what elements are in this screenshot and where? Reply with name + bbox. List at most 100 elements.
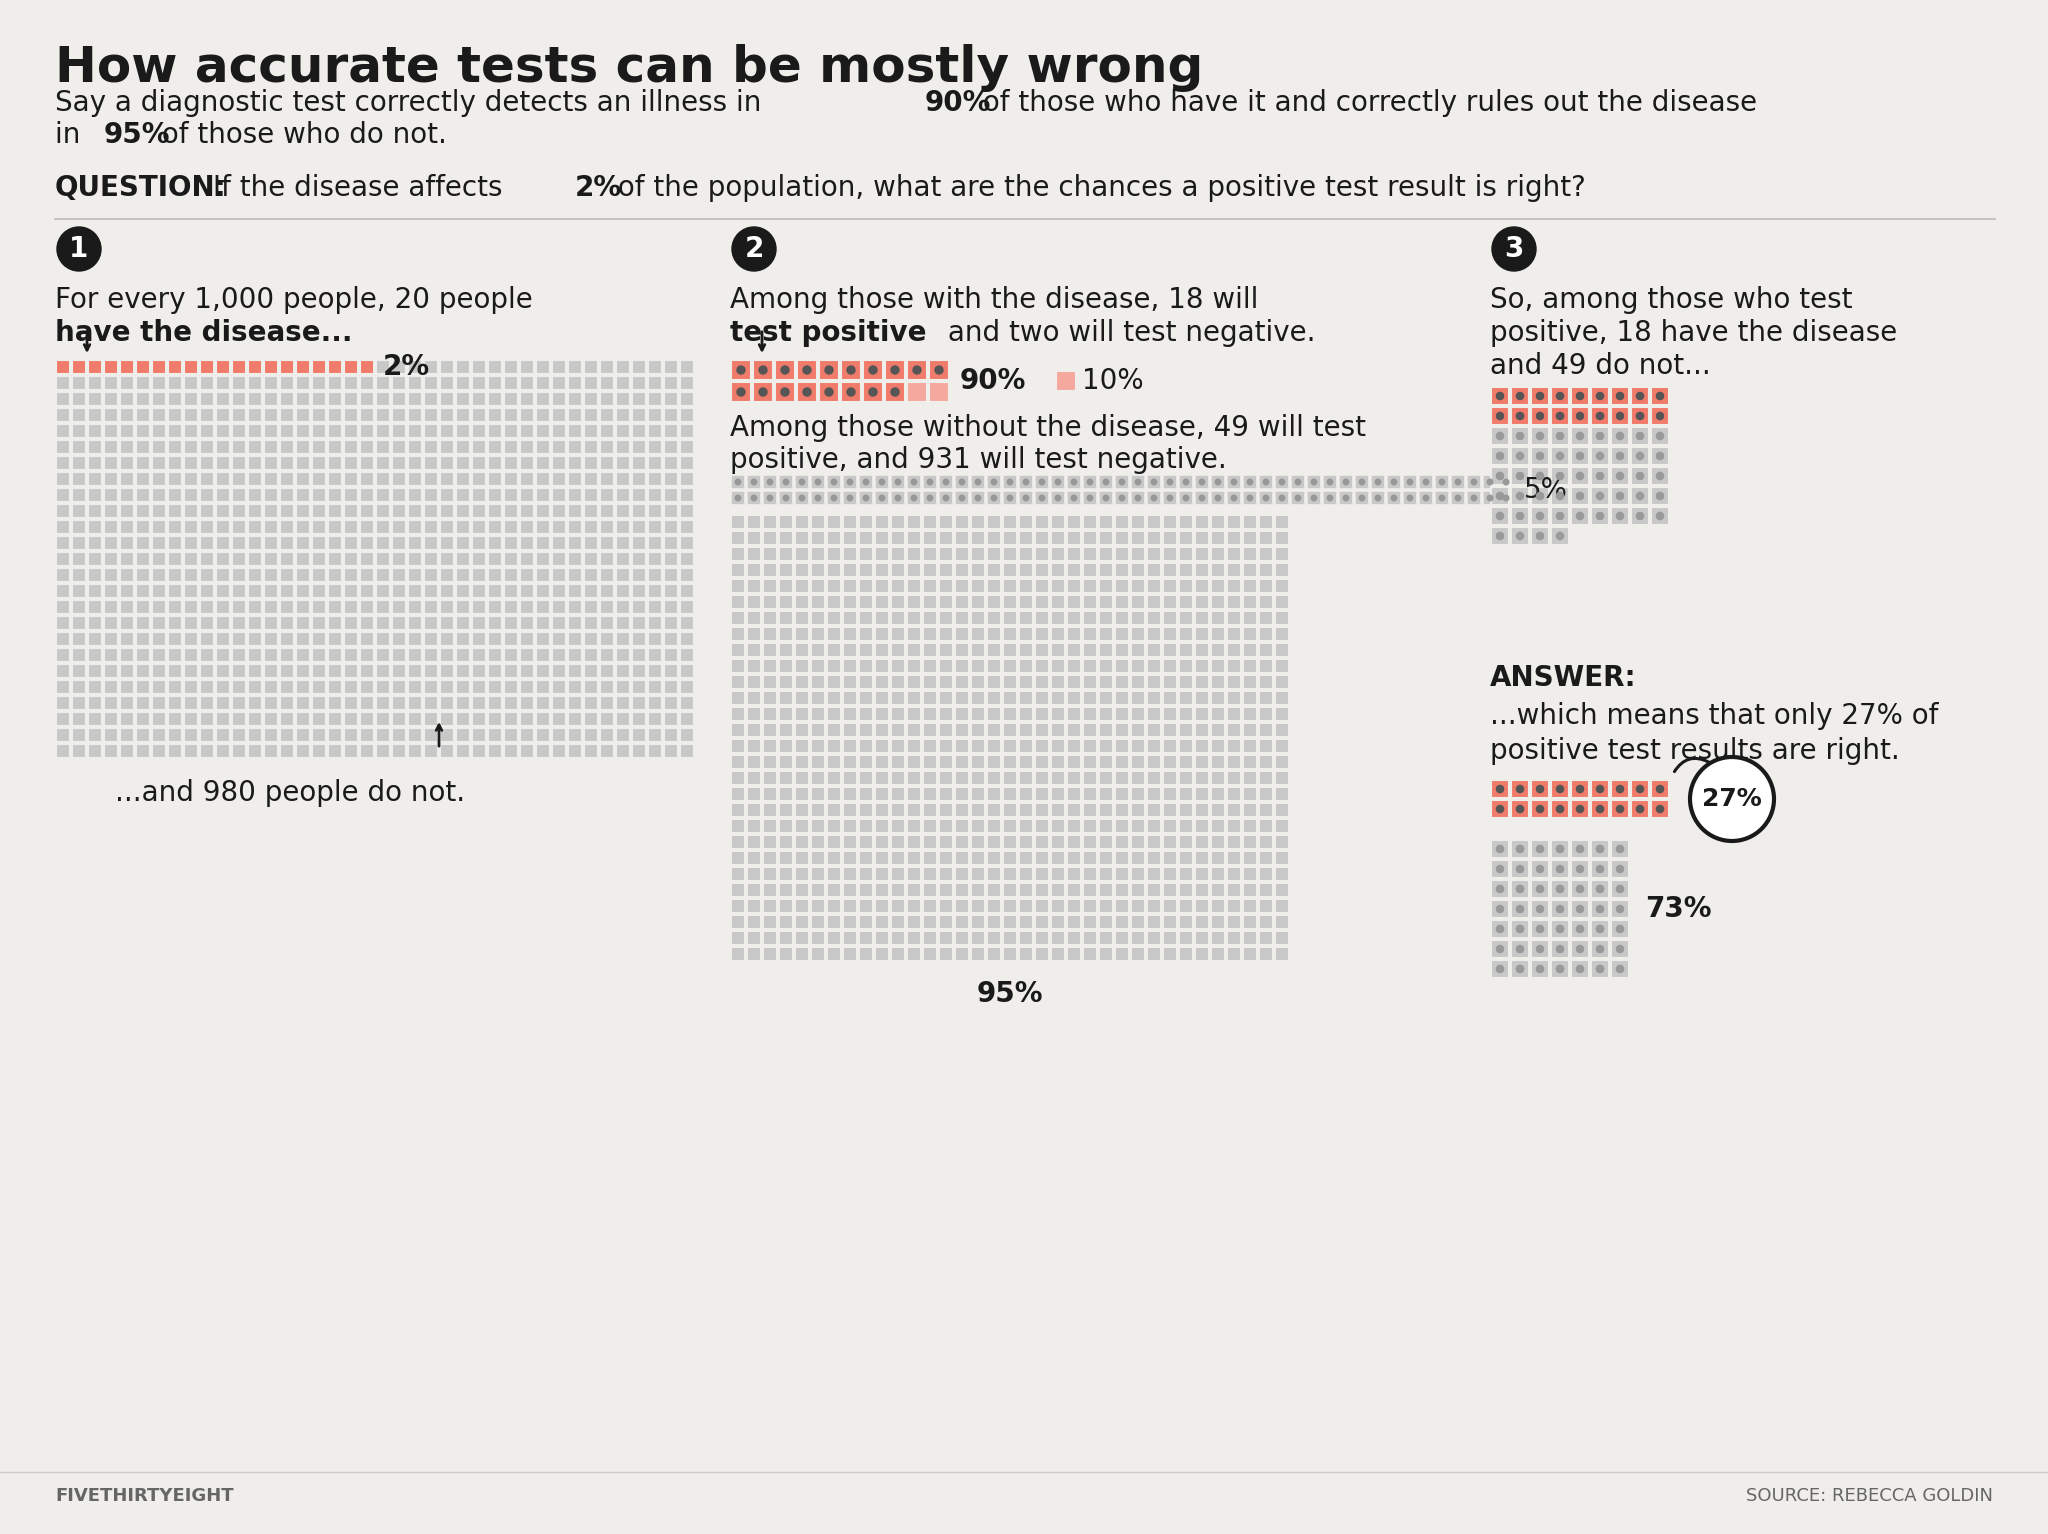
Circle shape [1497, 865, 1503, 873]
Bar [264, 440, 279, 454]
Bar [600, 488, 614, 502]
Bar [633, 632, 645, 646]
Bar [520, 488, 535, 502]
Bar [680, 376, 694, 390]
Circle shape [975, 495, 981, 500]
Bar [1532, 387, 1548, 405]
Bar [344, 472, 358, 486]
Bar [391, 488, 406, 502]
Bar [391, 408, 406, 422]
Bar [344, 488, 358, 502]
Bar [891, 611, 905, 624]
Bar [891, 476, 905, 489]
Bar [72, 680, 86, 693]
Text: ANSWER:: ANSWER: [1491, 664, 1636, 692]
Circle shape [1556, 885, 1563, 893]
Bar [891, 627, 905, 641]
Circle shape [1516, 785, 1524, 793]
Bar [1243, 563, 1257, 577]
Bar [328, 535, 342, 551]
Bar [88, 535, 102, 551]
Bar [457, 456, 469, 469]
Bar [827, 563, 842, 577]
Bar [1051, 755, 1065, 769]
Bar [231, 505, 246, 518]
Bar [1051, 627, 1065, 641]
Bar [891, 899, 905, 913]
Bar [616, 376, 631, 390]
Bar [440, 696, 455, 710]
Bar [487, 600, 502, 614]
Circle shape [1516, 512, 1524, 520]
Bar [248, 729, 262, 742]
Bar [1034, 834, 1049, 848]
Bar [424, 664, 438, 678]
Bar [664, 744, 678, 758]
Bar [1276, 914, 1288, 930]
Bar [231, 552, 246, 566]
Circle shape [1456, 495, 1460, 500]
Bar [248, 600, 262, 614]
Bar [1051, 643, 1065, 657]
Circle shape [1657, 393, 1663, 399]
Bar [1114, 476, 1128, 489]
Bar [1276, 931, 1288, 945]
Bar [731, 739, 745, 753]
Bar [633, 568, 645, 581]
Circle shape [1536, 532, 1544, 540]
Bar [248, 505, 262, 518]
Bar [1260, 772, 1274, 785]
Bar [748, 834, 762, 848]
Bar [907, 787, 922, 801]
Bar [938, 690, 952, 706]
Bar [391, 632, 406, 646]
Bar [1067, 914, 1081, 930]
Bar [1067, 819, 1081, 833]
Bar [924, 548, 938, 561]
Circle shape [1657, 453, 1663, 460]
Bar [844, 867, 856, 881]
Circle shape [735, 479, 741, 485]
Bar [408, 520, 422, 534]
Bar [1450, 476, 1464, 489]
Bar [616, 456, 631, 469]
Bar [764, 707, 776, 721]
Bar [1067, 755, 1081, 769]
Bar [184, 520, 199, 534]
Bar [1180, 563, 1194, 577]
Bar [819, 382, 840, 402]
Bar [987, 578, 1001, 594]
Bar [424, 696, 438, 710]
Bar [408, 505, 422, 518]
Bar [264, 552, 279, 566]
Bar [377, 440, 389, 454]
Bar [1051, 739, 1065, 753]
Bar [1260, 578, 1274, 594]
Circle shape [768, 495, 772, 500]
Bar [1034, 899, 1049, 913]
Circle shape [1536, 885, 1544, 893]
Bar [1004, 931, 1018, 945]
Bar [1227, 867, 1241, 881]
Bar [954, 563, 969, 577]
Bar [231, 617, 246, 630]
Bar [457, 393, 469, 407]
Bar [844, 690, 856, 706]
Bar [600, 696, 614, 710]
Bar [1020, 491, 1032, 505]
Circle shape [1280, 495, 1284, 500]
Bar [1532, 900, 1548, 917]
Bar [600, 505, 614, 518]
Bar [215, 647, 229, 663]
Bar [1532, 960, 1548, 979]
Bar [537, 729, 551, 742]
Bar [440, 632, 455, 646]
Bar [633, 552, 645, 566]
Bar [135, 488, 150, 502]
Bar [391, 393, 406, 407]
Bar [1163, 595, 1178, 609]
Bar [1034, 548, 1049, 561]
Bar [647, 505, 662, 518]
Bar [1591, 960, 1610, 979]
Bar [281, 423, 295, 439]
